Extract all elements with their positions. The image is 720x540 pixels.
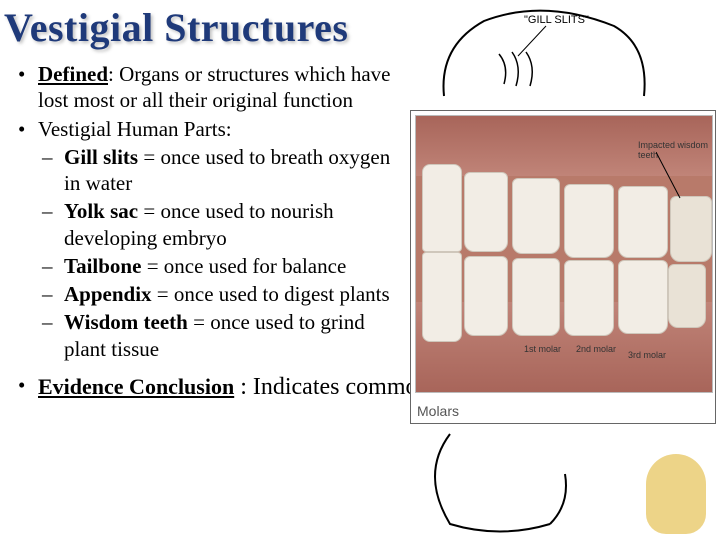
pointer-line-icon [656,152,684,200]
defined-label: Defined [38,62,108,86]
label-2nd-molar: 2nd molar [576,344,616,354]
bone-shape-icon [646,454,706,534]
bullet-defined: Defined: Organs or structures which have… [16,61,410,114]
sub-appendix: Appendix = once used to digest plants [38,281,410,307]
gill-slits-label: "GILL SLITS" [524,14,589,26]
image-embryo-skull: "GILL SLITS" [404,0,720,110]
evidence-label: Evidence Conclusion [38,374,234,399]
teeth-illustration: 1st molar 2nd molar 3rd molar Impacted w… [415,115,713,393]
parts-heading: Vestigial Human Parts: [38,117,232,141]
label-1st-molar: 1st molar [524,344,561,354]
sub-tailbone: Tailbone = once used for balance [38,253,410,279]
sub-wisdom-teeth: Wisdom teeth = once used to grind plant … [38,309,410,362]
sub-yolk-sac: Yolk sac = once used to nourish developi… [38,198,410,251]
molars-caption: Molars [417,403,459,419]
image-molars: 1st molar 2nd molar 3rd molar Impacted w… [410,110,716,424]
image-pelvis [410,424,720,540]
main-content: Defined: Organs or structures which have… [0,55,410,362]
label-3rd-molar: 3rd molar [628,350,666,360]
sub-gill-slits: Gill slits = once used to breath oxygen … [38,144,410,197]
bullet-parts: Vestigial Human Parts: Gill slits = once… [16,116,410,362]
